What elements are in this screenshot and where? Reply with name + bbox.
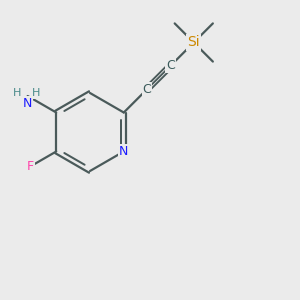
Text: H: H (32, 88, 40, 98)
Text: N: N (119, 145, 128, 158)
Text: C: C (166, 59, 175, 72)
Text: H: H (13, 88, 21, 98)
Text: F: F (27, 160, 34, 173)
Text: C: C (143, 83, 152, 96)
Text: Si: Si (188, 35, 200, 50)
Text: N: N (23, 97, 32, 110)
